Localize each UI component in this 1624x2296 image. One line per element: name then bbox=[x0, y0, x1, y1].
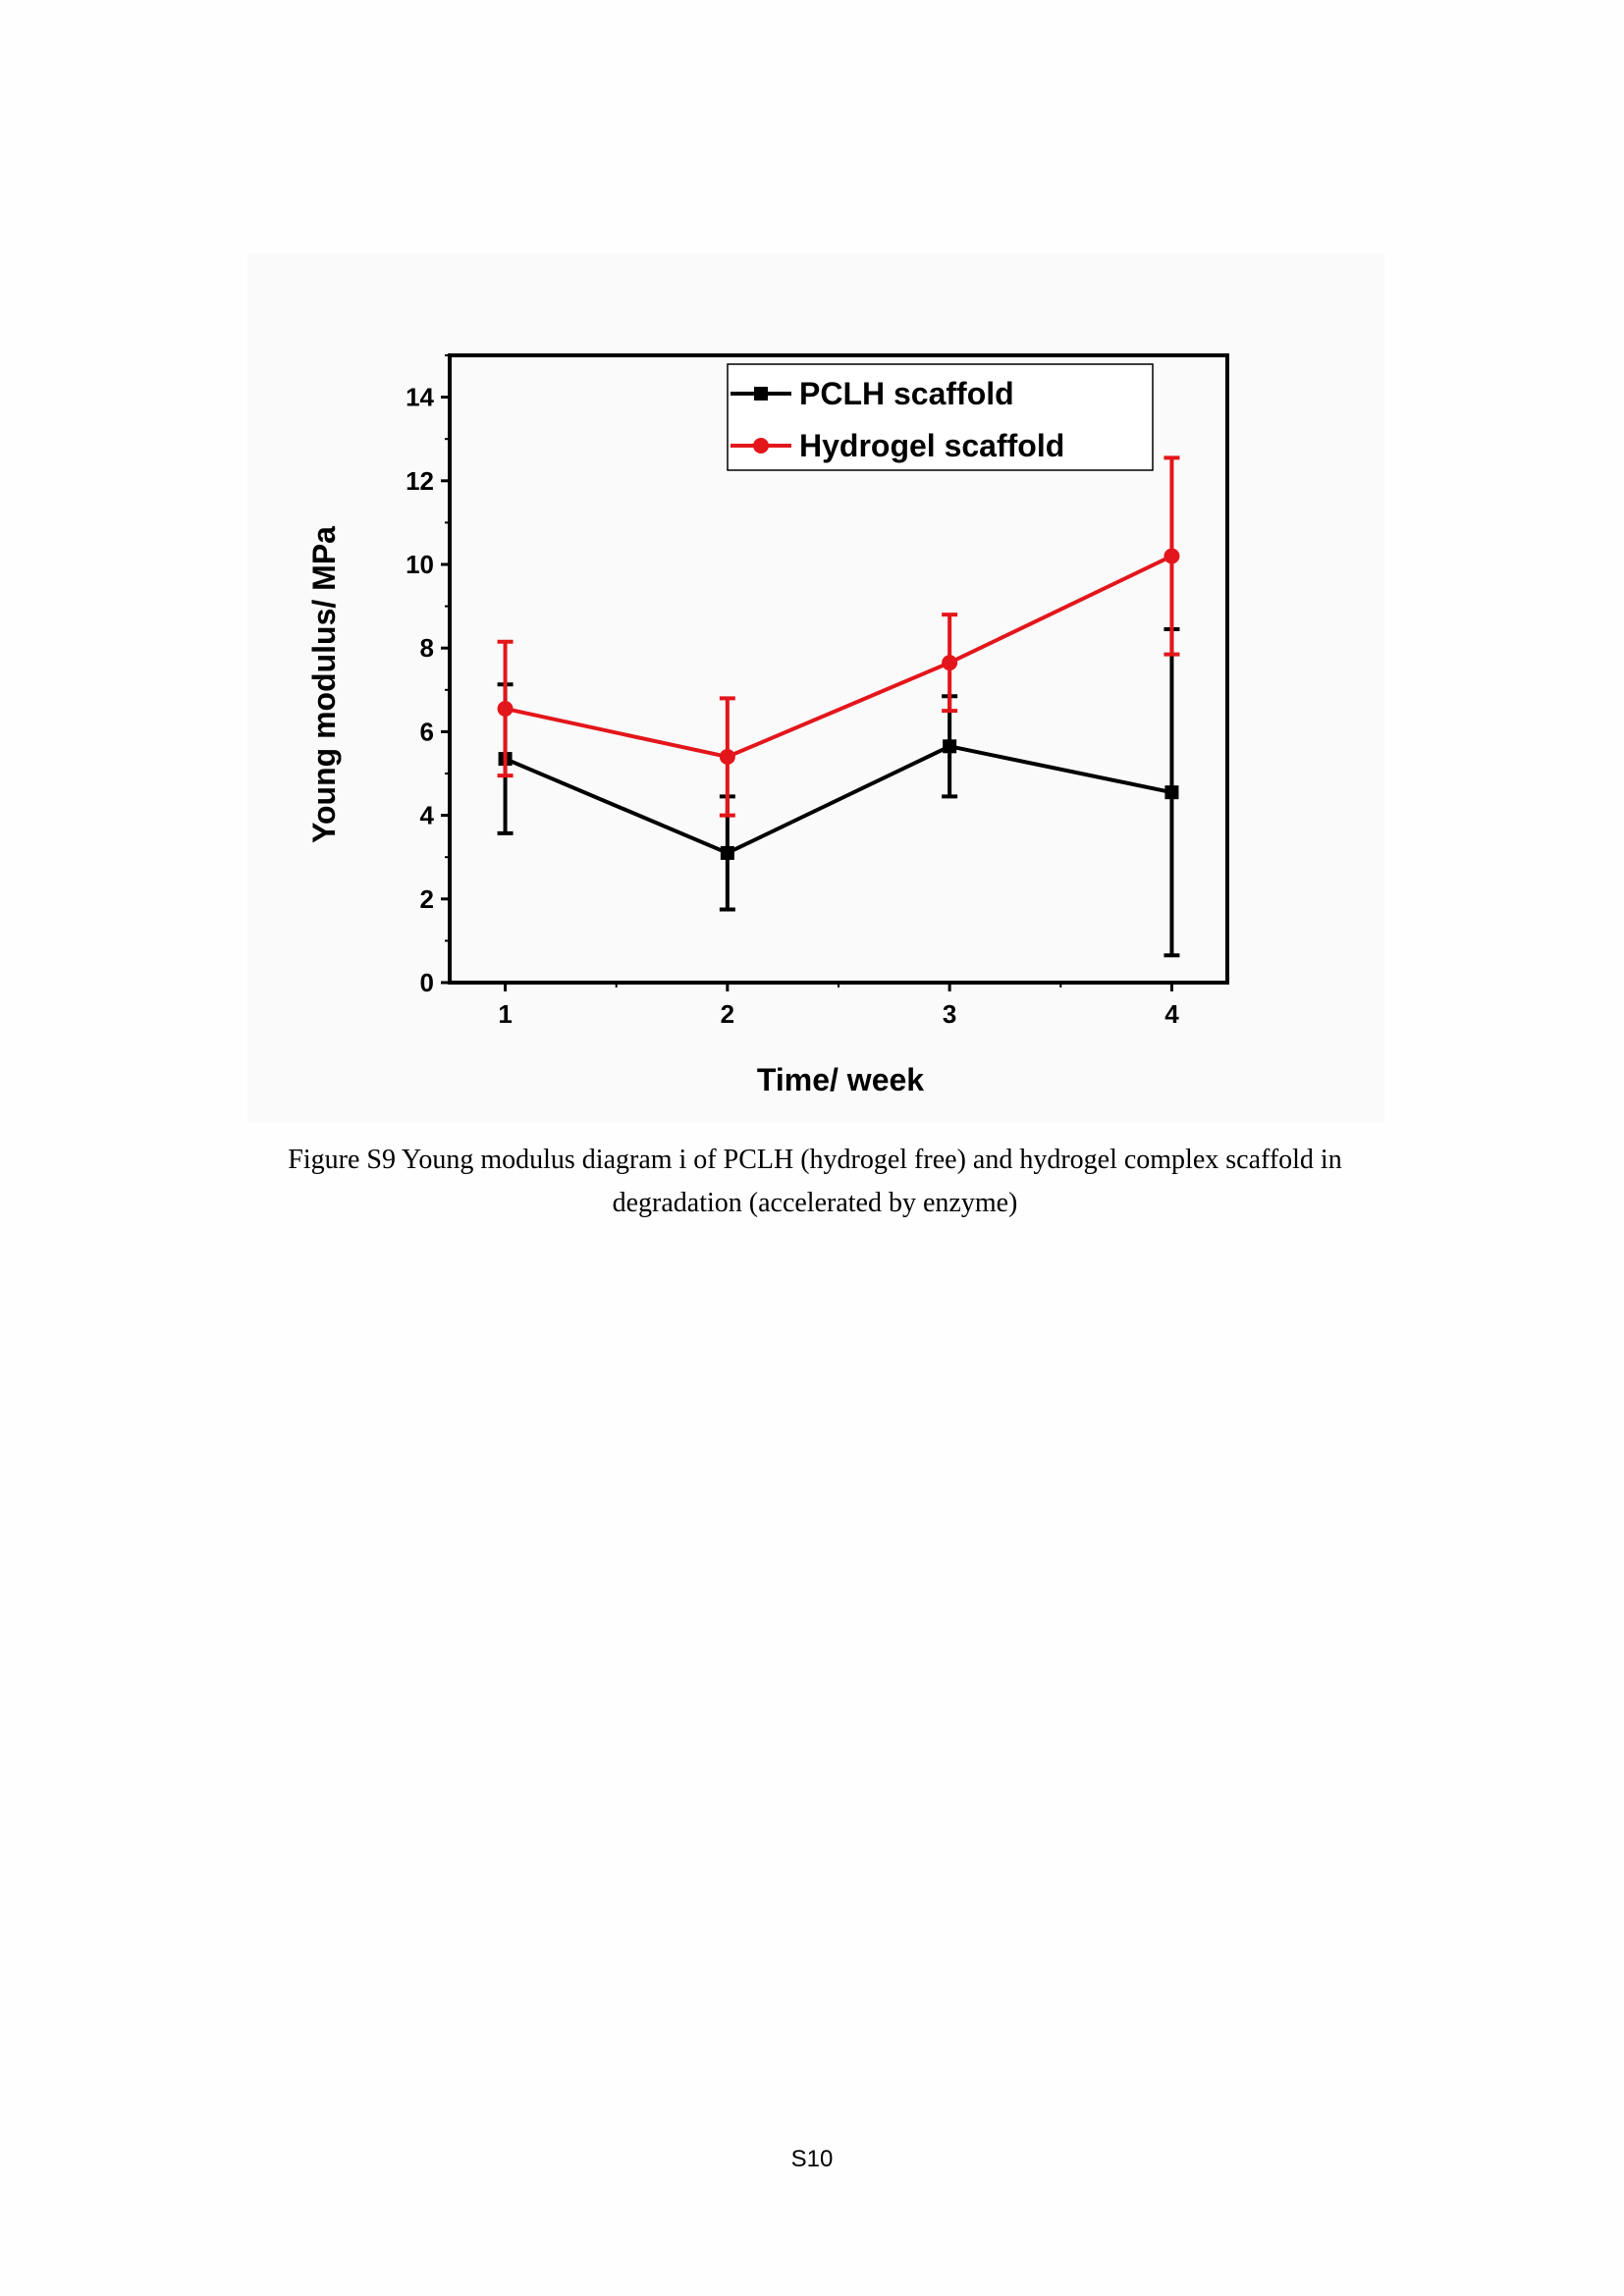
figure-panel: 0 2 4 6 8 10 12 14 1 2 3 4 Time/ week Young modulus/ … bbox=[247, 253, 1384, 1122]
legend-marker-circle bbox=[753, 438, 769, 454]
page-number: S10 bbox=[790, 2146, 834, 2172]
caption-line-2: degradation (accelerated by enzyme) bbox=[612, 1188, 1018, 1218]
caption-line-1: Figure S9 Young modulus diagram i of PCL… bbox=[288, 1145, 1342, 1175]
figure-caption: Figure S9 Young modulus diagram i of PCL… bbox=[196, 1139, 1434, 1225]
y-tick-label: 6 bbox=[420, 717, 434, 746]
series-line bbox=[504, 744, 1172, 856]
x-tick-label: 3 bbox=[943, 999, 956, 1029]
legend-marker-square bbox=[754, 387, 768, 400]
x-tick-label: 2 bbox=[721, 999, 734, 1029]
y-tick-label: 12 bbox=[406, 466, 434, 496]
legend-box bbox=[727, 363, 1154, 471]
data-point-square bbox=[1164, 785, 1179, 800]
data-point-circle bbox=[1164, 548, 1180, 564]
data-point-square bbox=[943, 739, 957, 754]
y-tick-label: 8 bbox=[420, 633, 434, 663]
data-point-circle bbox=[719, 748, 735, 765]
y-tick-label: 0 bbox=[420, 968, 434, 997]
x-tick-label: 1 bbox=[498, 999, 512, 1029]
data-point-circle bbox=[497, 700, 514, 717]
x-axis-title: Time/ week bbox=[757, 1062, 924, 1097]
y-tick-label: 10 bbox=[406, 550, 434, 579]
y-tick-label: 2 bbox=[420, 884, 434, 914]
series-line bbox=[505, 554, 1173, 760]
data-point-square bbox=[720, 845, 734, 860]
y-tick-label: 14 bbox=[406, 383, 434, 412]
y-tick-label: 4 bbox=[420, 801, 435, 830]
legend-label: Hydrogel scaffold bbox=[799, 428, 1064, 463]
data-point-circle bbox=[942, 655, 958, 671]
y-axis-title: Young modulus/ MPa bbox=[306, 526, 342, 843]
legend-label: PCLH scaffold bbox=[799, 376, 1014, 411]
x-tick-label: 4 bbox=[1164, 999, 1179, 1029]
